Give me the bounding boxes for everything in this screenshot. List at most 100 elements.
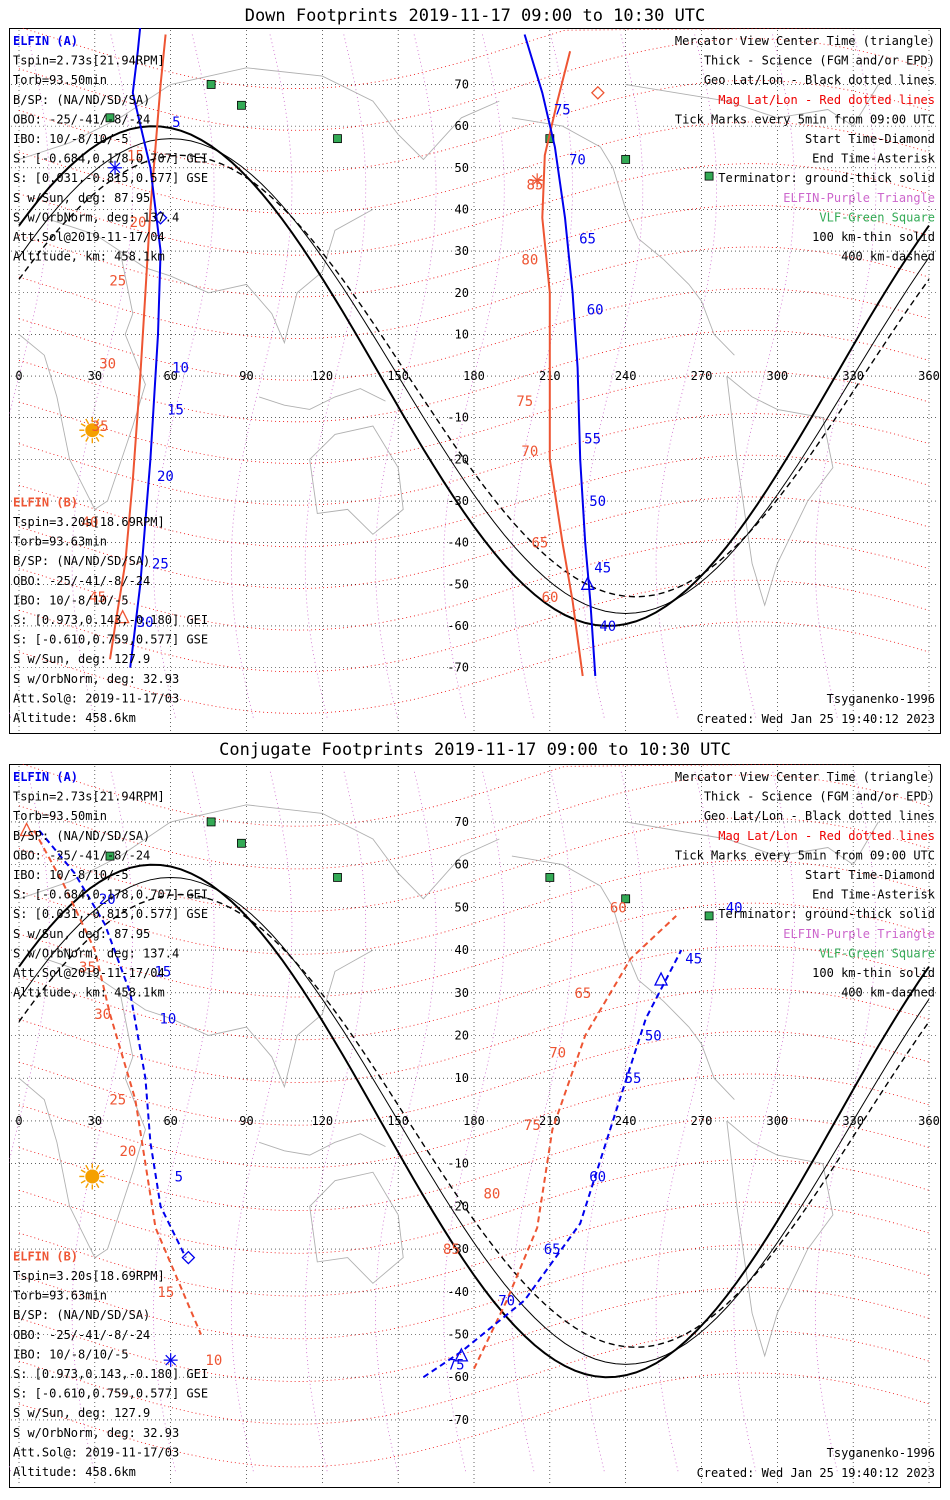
- elfin-b-track: [109, 34, 167, 660]
- elfin-b-time-tick: 20: [119, 1144, 136, 1160]
- legend-entry: Tick Marks every 5min from 09:00 UTC: [675, 112, 935, 126]
- coastline: [18, 251, 146, 511]
- elfin-b-info-line: S: [0.973,0.143,-0.180] GEI: [13, 613, 208, 627]
- elfin-a-info-line: S w/Sun, deg: 87.95: [13, 927, 150, 941]
- coastline: [625, 821, 879, 866]
- x-tick-label: 240: [615, 1114, 637, 1128]
- end-asterisk-marker: [165, 1354, 177, 1366]
- elfin-a-info-line: Tspin=2.73s[21.94RPM]: [13, 54, 165, 68]
- elfin-a-time-tick: 50: [589, 494, 606, 510]
- elfin-b-time-tick: 30: [99, 357, 116, 373]
- elfin-b-time-tick: 30: [94, 1007, 111, 1023]
- sun-ray: [80, 423, 86, 427]
- elfin-a-info-line: Torb=93.50min: [13, 73, 107, 87]
- mag-parallel: [20, 764, 873, 827]
- sun-ray: [95, 418, 100, 424]
- elfin-a-info-line: S w/Sun, deg: 87.95: [13, 191, 150, 205]
- terminator-100km: [18, 138, 930, 615]
- elfin-a-info-line: B/SP: (NA/ND/SD/SA): [13, 829, 150, 843]
- elfin-b-time-tick: 80: [521, 252, 538, 268]
- legend-entry: Geo Lat/Lon - Black dotted lines: [704, 73, 935, 87]
- elfin-a-info-line: Torb=93.50min: [13, 809, 107, 823]
- terminator-400km: [18, 154, 930, 598]
- x-tick-label: 360: [918, 1114, 940, 1128]
- x-tick-label: 150: [387, 369, 409, 383]
- coastline: [309, 1171, 404, 1284]
- coastline: [511, 855, 735, 1100]
- center-triangle-marker: [580, 575, 595, 590]
- elfin-b-info-line: S w/Sun, deg: 127.9: [13, 1406, 150, 1420]
- elfin-a-time-tick: 40: [599, 619, 616, 635]
- coastline: [726, 375, 834, 607]
- sun-ray: [85, 418, 89, 424]
- legend-entry: Mag Lat/Lon - Red dotted lines: [718, 829, 935, 843]
- elfin-a-time-tick: 65: [579, 232, 596, 248]
- elfin-b-track: [473, 915, 677, 1370]
- x-tick-label: 180: [463, 1114, 485, 1128]
- start-diamond-marker: [181, 1250, 196, 1265]
- x-tick-label: 210: [539, 1114, 561, 1128]
- end-asterisk-marker: [531, 174, 543, 186]
- elfin-b-time-tick: 25: [109, 273, 126, 289]
- elfin-b-time-tick: 75: [516, 394, 533, 410]
- y-tick-label: -70: [447, 661, 469, 675]
- elfin-a-info-line: Att.Sol@2019-11-17/04: [13, 966, 165, 980]
- elfin-a-info-line: Altitude, km: 458.1km: [13, 986, 165, 1000]
- elfin-b-info-line: S w/OrbNorm, deg: 32.93: [13, 1426, 179, 1440]
- y-tick-label: -40: [447, 536, 469, 550]
- legend-entry: 100 km-thin solid: [812, 230, 935, 244]
- elfin-a-info-line: S w/OrbNorm, deg: 137.4: [13, 210, 179, 224]
- x-tick-label: 180: [463, 369, 485, 383]
- mag-parallel: [20, 28, 881, 90]
- down-footprints-map: 0 30 60 90 120 150 180 210 240 270 300 330 360706050…: [9, 28, 941, 734]
- elfin-b-time-tick: 45: [89, 590, 106, 606]
- elfin-a-info-line: IBO: 10/-8/10/-5: [13, 132, 129, 146]
- legend-entry: Terminator: ground-thick solid: [718, 907, 935, 921]
- elfin-a-time-tick: 65: [544, 1242, 561, 1258]
- coastline: [18, 67, 500, 161]
- elfin-a-heading: ELFIN (A): [13, 770, 78, 784]
- y-tick-label: -30: [447, 1242, 469, 1256]
- legend-entry: 400 km-dashed: [841, 250, 935, 264]
- elfin-b-time-tick: 65: [574, 986, 591, 1002]
- elfin-a-info-line: S: [0.031,-0.815,0.577] GSE: [13, 907, 208, 921]
- sun-ray: [85, 436, 89, 442]
- model-label: Tsyganenko-1996: [827, 692, 935, 706]
- legend-entry: Start Time-Diamond: [805, 868, 935, 882]
- elfin-b-track: [33, 830, 202, 1335]
- elfin-b-info-line: S w/Sun, deg: 127.9: [13, 652, 150, 666]
- x-tick-label: 120: [311, 1114, 333, 1128]
- elfin-b-time-tick: 85: [443, 1242, 460, 1258]
- elfin-b-time-tick: 15: [157, 1285, 174, 1301]
- elfin-b-time-tick: 80: [483, 1187, 500, 1203]
- x-tick-label: 120: [311, 369, 333, 383]
- x-tick-label: 90: [239, 1114, 253, 1128]
- end-asterisk-marker: [109, 162, 121, 174]
- coastline: [44, 949, 374, 1089]
- elfin-b-time-tick: 75: [524, 1118, 541, 1134]
- y-tick-label: 40: [454, 943, 468, 957]
- elfin-a-info-line: B/SP: (NA/ND/SD/SA): [13, 93, 150, 107]
- legend-entry: End Time-Asterisk: [812, 152, 936, 166]
- start-diamond-marker: [590, 85, 605, 100]
- y-tick-label: 30: [454, 244, 468, 258]
- legend-entry: Thick - Science (FGM and/or EPD): [704, 54, 935, 68]
- elfin-b-info-line: Att.Sol@: 2019-11-17/03: [13, 691, 179, 705]
- elfin-a-info-line: IBO: 10/-8/10/-5: [13, 868, 129, 882]
- elfin-a-time-tick: 75: [554, 102, 571, 118]
- elfin-b-time-tick: 35: [79, 960, 96, 976]
- y-tick-label: -10: [447, 411, 469, 425]
- elfin-b-heading: ELFIN (B): [13, 495, 78, 509]
- legend-entry: End Time-Asterisk: [812, 888, 936, 902]
- y-tick-label: -60: [447, 619, 469, 633]
- elfin-b-info-line: Torb=93.63min: [13, 535, 107, 549]
- elfin-b-info-line: IBO: 10/-8/10/-5: [13, 593, 129, 607]
- x-tick-label: 0: [15, 369, 22, 383]
- elfin-a-info-line: S w/OrbNorm, deg: 137.4: [13, 946, 179, 960]
- vlf-station-square: [333, 873, 342, 882]
- elfin-b-time-tick: 60: [542, 590, 559, 606]
- y-tick-label: -50: [447, 1328, 469, 1342]
- y-tick-label: -10: [447, 1157, 469, 1171]
- sun-ray: [85, 1183, 89, 1189]
- coastline: [309, 425, 404, 535]
